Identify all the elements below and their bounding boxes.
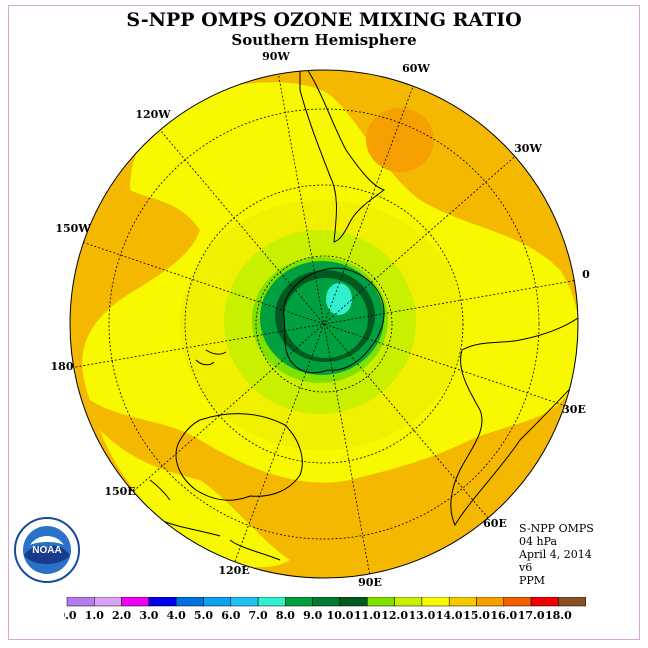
legend-color-box [285, 597, 313, 607]
longitude-label: 180 [51, 360, 74, 373]
meridian-line [81, 241, 567, 407]
longitude-label: 120W [135, 108, 171, 121]
legend-color-box [448, 597, 477, 607]
longitude-label: 90W [262, 50, 290, 63]
south-america-coastline [299, 70, 386, 243]
info-date: April 4, 2014 [519, 548, 592, 561]
legend-tick-label: 6.0 [221, 609, 240, 622]
legend-color-box [367, 597, 395, 607]
noaa-logo-text: NOAA [32, 545, 61, 556]
legend-tick-label: 14.0 [436, 609, 463, 622]
legend-tick-label: 15.0 [463, 609, 490, 622]
legend-color-box [476, 597, 505, 607]
legend-tick-label: 18.0 [545, 609, 572, 622]
info-satellite: S-NPP OMPS [519, 522, 594, 535]
longitude-label: 150E [104, 485, 135, 498]
africa-coastline [450, 317, 578, 527]
legend-tick-label: 16.0 [490, 609, 517, 622]
legend-color-box [503, 597, 532, 607]
meridian-line [70, 279, 578, 369]
legend-color-box [148, 597, 177, 607]
legend-tick-label: 12.0 [381, 609, 408, 622]
legend-color-box [312, 597, 341, 607]
antarctica-coastline [283, 267, 385, 374]
legend-tick-label: 0.0 [64, 609, 77, 622]
longitude-label: 120E [218, 564, 249, 577]
legend-tick-label: 4.0 [167, 609, 186, 622]
legend-tick-label: 17.0 [518, 609, 545, 622]
map-title: S-NPP OMPS OZONE MIXING RATIO [126, 9, 522, 31]
new-zealand-coastline [195, 349, 227, 366]
map-subtitle: Southern Hemisphere [231, 31, 417, 49]
legend-tick-label: 1.0 [85, 609, 104, 622]
ozone-max-spot [366, 108, 434, 172]
latitude-circle [108, 108, 540, 540]
legend-color-box [66, 597, 95, 607]
legend-color-box [394, 597, 423, 607]
legend-color-box [421, 597, 450, 607]
longitude-label: 60W [402, 62, 430, 75]
color-scale-legend: 0.0 1.0 2.0 3.0 4.0 5.0 6.0 7.0 8.0 9.0 10.011.012… [64, 597, 586, 622]
legend-color-box [203, 597, 232, 607]
legend-tick-label: 3.0 [139, 609, 158, 622]
ozone-min-spot [326, 283, 352, 315]
legend-tick-label: 8.0 [276, 609, 295, 622]
legend-tick-label: 2.0 [112, 609, 131, 622]
map-boundary [69, 69, 579, 579]
legend-color-box [530, 597, 559, 607]
legend-tick-label: 13.0 [409, 609, 436, 622]
legend-color-box [558, 597, 586, 607]
legend-tick-label: 11.0 [354, 609, 381, 622]
legend-color-box [339, 597, 368, 607]
legend-tick-label: 5.0 [194, 609, 213, 622]
longitude-label: 60E [483, 517, 507, 530]
longitude-label: 0 [582, 268, 590, 281]
ozone-band-yellow-south [100, 430, 290, 568]
noaa-logo: NOAA [14, 517, 80, 583]
legend-color-box [121, 597, 150, 607]
legend-tick-label: 7.0 [249, 609, 268, 622]
latitude-circle [255, 255, 393, 393]
longitude-label: 90E [358, 576, 382, 589]
info-pressure: 04 hPa [519, 535, 558, 548]
longitude-label: 150W [55, 222, 91, 235]
legend-color-box [175, 597, 204, 607]
info-units: PPM [519, 574, 546, 587]
figure-frame [8, 5, 640, 640]
longitude-label: 30W [514, 142, 542, 155]
legend-tick-label: 9.0 [303, 609, 322, 622]
legend-color-box [94, 597, 122, 607]
australia-coastline [175, 413, 303, 501]
latitude-circle [184, 184, 464, 464]
legend-tick-label: 10.0 [327, 609, 354, 622]
info-version: v6 [519, 561, 533, 574]
meridian-line [159, 129, 489, 519]
legend-color-box [230, 597, 259, 607]
legend-color-box [257, 597, 286, 607]
longitude-label: 30E [562, 403, 586, 416]
